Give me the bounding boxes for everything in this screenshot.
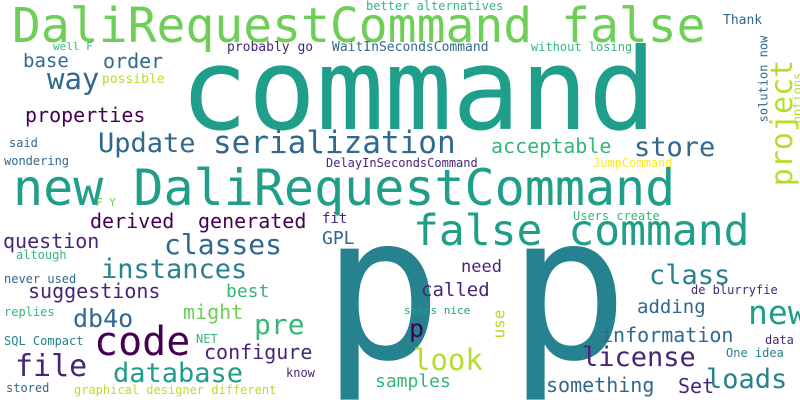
word-properties: properties <box>25 103 146 127</box>
word-question: question <box>3 229 100 253</box>
word-data: data <box>765 333 794 347</box>
word-information: information <box>601 323 734 347</box>
word-way: way <box>47 62 100 96</box>
word-better-alternatives: better alternatives <box>366 0 504 13</box>
word-db4o: db4o <box>73 304 134 333</box>
word-dalirequestcommand-false: DaliRequestCommand false <box>12 0 706 54</box>
word-classes: classes <box>164 228 283 261</box>
word-configure: configure <box>204 340 313 364</box>
word-users-create: Users create <box>573 209 660 223</box>
word-use: use <box>489 309 509 339</box>
word-de-blurryfie: de blurryfie <box>691 283 778 297</box>
word-loads: loads <box>706 364 788 395</box>
word-store: store <box>634 132 716 163</box>
word-file: file <box>15 349 88 384</box>
word-base: base <box>23 50 69 72</box>
word-generated: generated <box>198 209 307 233</box>
word-adding: adding <box>637 296 706 318</box>
word-database: database <box>113 358 244 389</box>
word-instances: instances <box>101 254 248 285</box>
word-well-f: well F <box>53 40 93 53</box>
word-probably-go: probably go <box>227 40 314 55</box>
word-something: something <box>546 373 655 397</box>
word-delayinsecondscommand: DelayInSecondsCommand <box>326 156 478 170</box>
word-pre: pre <box>254 308 305 341</box>
word-derived: derived <box>90 209 175 233</box>
word-code: code <box>94 319 191 365</box>
word-order: order <box>103 49 164 73</box>
word-command: command <box>180 24 657 156</box>
word-false-command: false command <box>413 206 750 256</box>
word-might: might <box>183 300 244 324</box>
word-set: Set <box>678 374 715 398</box>
word-new: new <box>748 293 800 332</box>
word-net: NET <box>196 332 218 346</box>
word-jumpcommand: JumpCommand <box>593 156 673 170</box>
word-need: need <box>461 257 502 277</box>
word-replies: replies <box>4 305 55 319</box>
word-fit: fit <box>322 211 348 227</box>
word-license: license <box>582 342 696 373</box>
word-seems-nice: seems nice <box>404 304 471 317</box>
word-gpl: GPL <box>322 228 355 249</box>
word-suggestions: suggestions <box>28 279 161 303</box>
word-sql-compact: SQL Compact <box>4 334 84 348</box>
word-waitinsecondscommand: WaitInSecondsCommand <box>332 40 489 55</box>
word-acceptable: acceptable <box>491 134 612 158</box>
word-never-used: never used <box>4 272 77 286</box>
word-p-small: p <box>409 314 425 343</box>
word-look: look <box>413 343 483 377</box>
word-thank: Thank <box>723 13 763 28</box>
word-know: know <box>286 366 315 380</box>
word-stored: stored <box>6 381 50 395</box>
word-without-losing: without losing <box>531 40 633 54</box>
word-new-dalirequestcommand: new DaliRequestCommand <box>13 159 676 217</box>
word-serialization: serialization <box>213 125 456 161</box>
word-best: best <box>226 281 270 302</box>
word-possible: possible <box>102 72 165 87</box>
word-said: said <box>9 136 38 150</box>
word-options: options <box>790 72 800 124</box>
word-samples: samples <box>375 371 451 392</box>
word-called: called <box>421 279 490 301</box>
word-wondering: wondering <box>4 154 70 168</box>
word-class: class <box>649 260 731 291</box>
word-f-y: F Y <box>96 196 116 209</box>
word-update: Update <box>98 128 196 159</box>
word-solution-now: solution now <box>756 35 771 123</box>
word-p-large-right: p <box>508 173 629 400</box>
word-graphical-designer-different: graphical designer different <box>74 383 277 397</box>
word-altough: altough <box>16 248 67 262</box>
word-one-idea: One idea <box>726 346 784 360</box>
word-p-large-left: p <box>322 173 443 400</box>
